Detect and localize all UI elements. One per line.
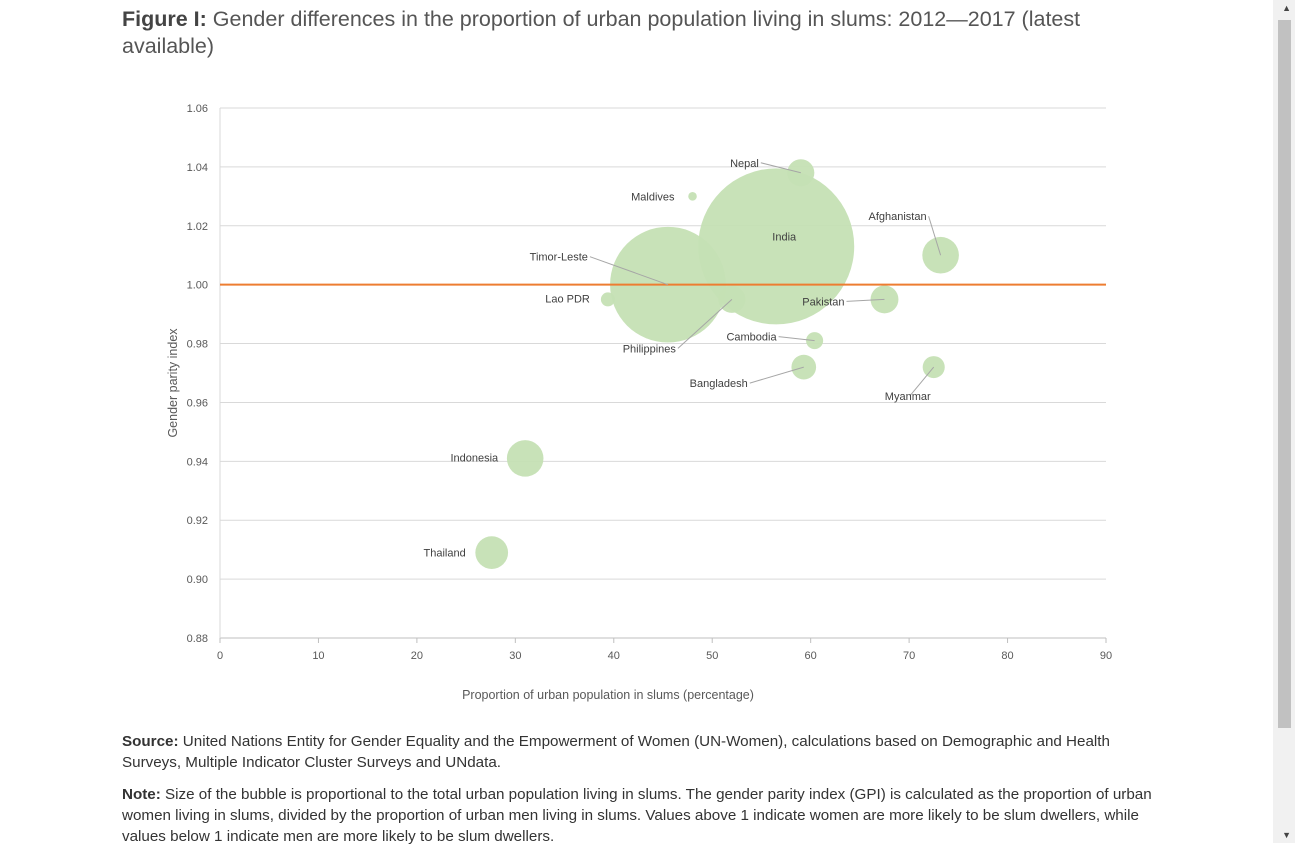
note-label: Note: (122, 786, 161, 803)
figure-notes: Source: United Nations Entity for Gender… (122, 731, 1162, 858)
x-tick-label: 70 (903, 650, 915, 662)
leader-line (677, 299, 733, 349)
x-axis-title: Proportion of urban population in slums … (462, 688, 754, 702)
y-tick-label: 0.94 (187, 456, 208, 468)
data-label-pakistan: Pakistan (802, 296, 844, 308)
x-tick-label: 40 (608, 650, 620, 662)
bubble-maldives (688, 192, 697, 201)
figure-title-text: Gender differences in the proportion of … (122, 7, 1081, 58)
data-label-india: India (772, 231, 797, 243)
y-axis-title: Gender parity index (166, 328, 180, 438)
data-label-cambodia: Cambodia (726, 332, 777, 344)
x-tick-label: 30 (509, 650, 521, 662)
vertical-scrollbar[interactable]: ▲ ▼ (1273, 0, 1295, 843)
x-tick-label: 0 (217, 650, 223, 662)
leader-line (909, 366, 935, 397)
scroll-down-icon[interactable]: ▼ (1282, 830, 1291, 840)
bubble-afghanistan (922, 236, 959, 274)
x-tick-label: 80 (1001, 650, 1013, 662)
bubble-chart: 0.88 0.90 0.92 0.94 0.96 0.98 1.00 1.02 1.04 1.06… (166, 103, 1112, 702)
y-tick-label: 0.90 (187, 574, 208, 586)
leader-line (760, 162, 801, 174)
x-tick-label: 60 (805, 650, 817, 662)
scroll-up-icon[interactable]: ▲ (1282, 3, 1291, 13)
y-tick-label: 0.92 (187, 515, 208, 527)
source-label: Source: (122, 733, 179, 750)
data-label-lao-pdr: Lao PDR (545, 293, 590, 305)
source-text: United Nations Entity for Gender Equalit… (122, 733, 1110, 771)
x-tick-label: 50 (706, 650, 718, 662)
data-label-myanmar: Myanmar (885, 391, 931, 403)
x-tick-label: 10 (312, 650, 324, 662)
figure-title: Figure I: Gender differences in the prop… (122, 6, 1152, 60)
figure-title-label: Figure I: (122, 7, 207, 31)
note-paragraph: Note: Size of the bubble is proportional… (122, 784, 1162, 847)
leader-line (749, 366, 804, 384)
leader-line (778, 336, 815, 342)
bubble-nepal (787, 159, 815, 187)
note-text: Size of the bubble is proportional to th… (122, 786, 1152, 845)
leader-line (928, 216, 942, 256)
data-label-bangladesh: Bangladesh (690, 378, 748, 390)
leader-line (846, 298, 885, 302)
data-label-timor-leste: Timor-Leste (530, 252, 588, 264)
data-label-maldives: Maldives (631, 191, 675, 203)
data-label-thailand: Thailand (424, 548, 466, 560)
y-tick-label: 0.96 (187, 397, 208, 409)
bubble-indonesia (506, 440, 544, 477)
y-tick-label: 1.04 (187, 162, 208, 174)
x-tick-label: 20 (411, 650, 423, 662)
bubble-lao-pdr (600, 292, 615, 307)
leader-line (589, 256, 669, 286)
y-tick-label: 1.06 (187, 103, 208, 115)
y-tick-label: 0.98 (187, 339, 208, 351)
scrollbar-thumb[interactable] (1278, 20, 1291, 728)
data-label-indonesia: Indonesia (450, 452, 499, 464)
y-tick-label: 0.88 (187, 633, 208, 645)
x-tick-label: 90 (1100, 650, 1112, 662)
y-tick-label: 1.00 (187, 280, 208, 292)
source-note: Source: United Nations Entity for Gender… (122, 731, 1162, 773)
data-label-philippines: Philippines (623, 343, 677, 355)
y-tick-label: 1.02 (187, 221, 208, 233)
bubble-thailand (475, 536, 509, 569)
data-label-nepal: Nepal (730, 158, 759, 170)
data-label-afghanistan: Afghanistan (869, 211, 927, 223)
